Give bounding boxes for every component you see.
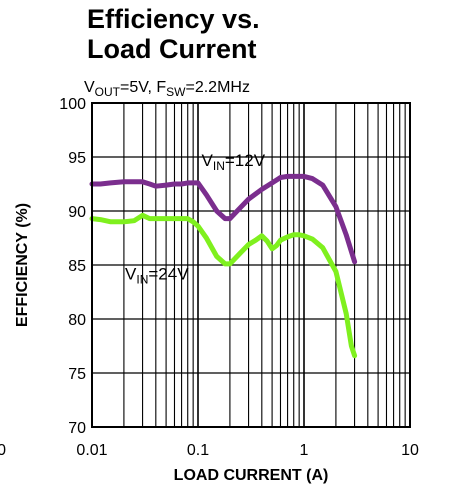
- series-line-2: [89, 212, 358, 359]
- x-tick-label: 0.01: [76, 442, 107, 459]
- y-tick-label: 90: [68, 204, 86, 221]
- x-tick-label: 1: [300, 442, 309, 459]
- x-tick-label-extra: 0: [0, 442, 6, 459]
- y-tick-label: 70: [68, 420, 86, 437]
- y-tick-label: 100: [59, 96, 86, 113]
- series-label-1: VIN=12V: [202, 151, 266, 173]
- series-line-1: [89, 173, 358, 265]
- series-labels: VIN=12V VIN=24V: [125, 151, 266, 287]
- y-tick-label: 85: [68, 258, 86, 275]
- plot-frame: [91, 102, 411, 428]
- y-tick-label: 75: [68, 366, 86, 383]
- chart-series: [89, 173, 358, 359]
- y-tick-label: 95: [68, 150, 86, 167]
- x-tick-label: 10: [401, 442, 419, 459]
- x-tick-label: 0.1: [187, 442, 209, 459]
- series-label-2: VIN=24V: [125, 265, 189, 287]
- chart-subtitle: VOUT=5V, FSW=2.2MHz: [84, 79, 250, 99]
- chart-title-line-2: Load Current: [87, 34, 257, 64]
- x-axis-label: LOAD CURRENT (A): [174, 467, 329, 484]
- y-axis-label: EFFICIENCY (%): [14, 203, 31, 327]
- chart-grid: [92, 103, 410, 427]
- chart-title-line-1: Efficiency vs.: [87, 4, 260, 34]
- y-tick-label: 80: [68, 312, 86, 329]
